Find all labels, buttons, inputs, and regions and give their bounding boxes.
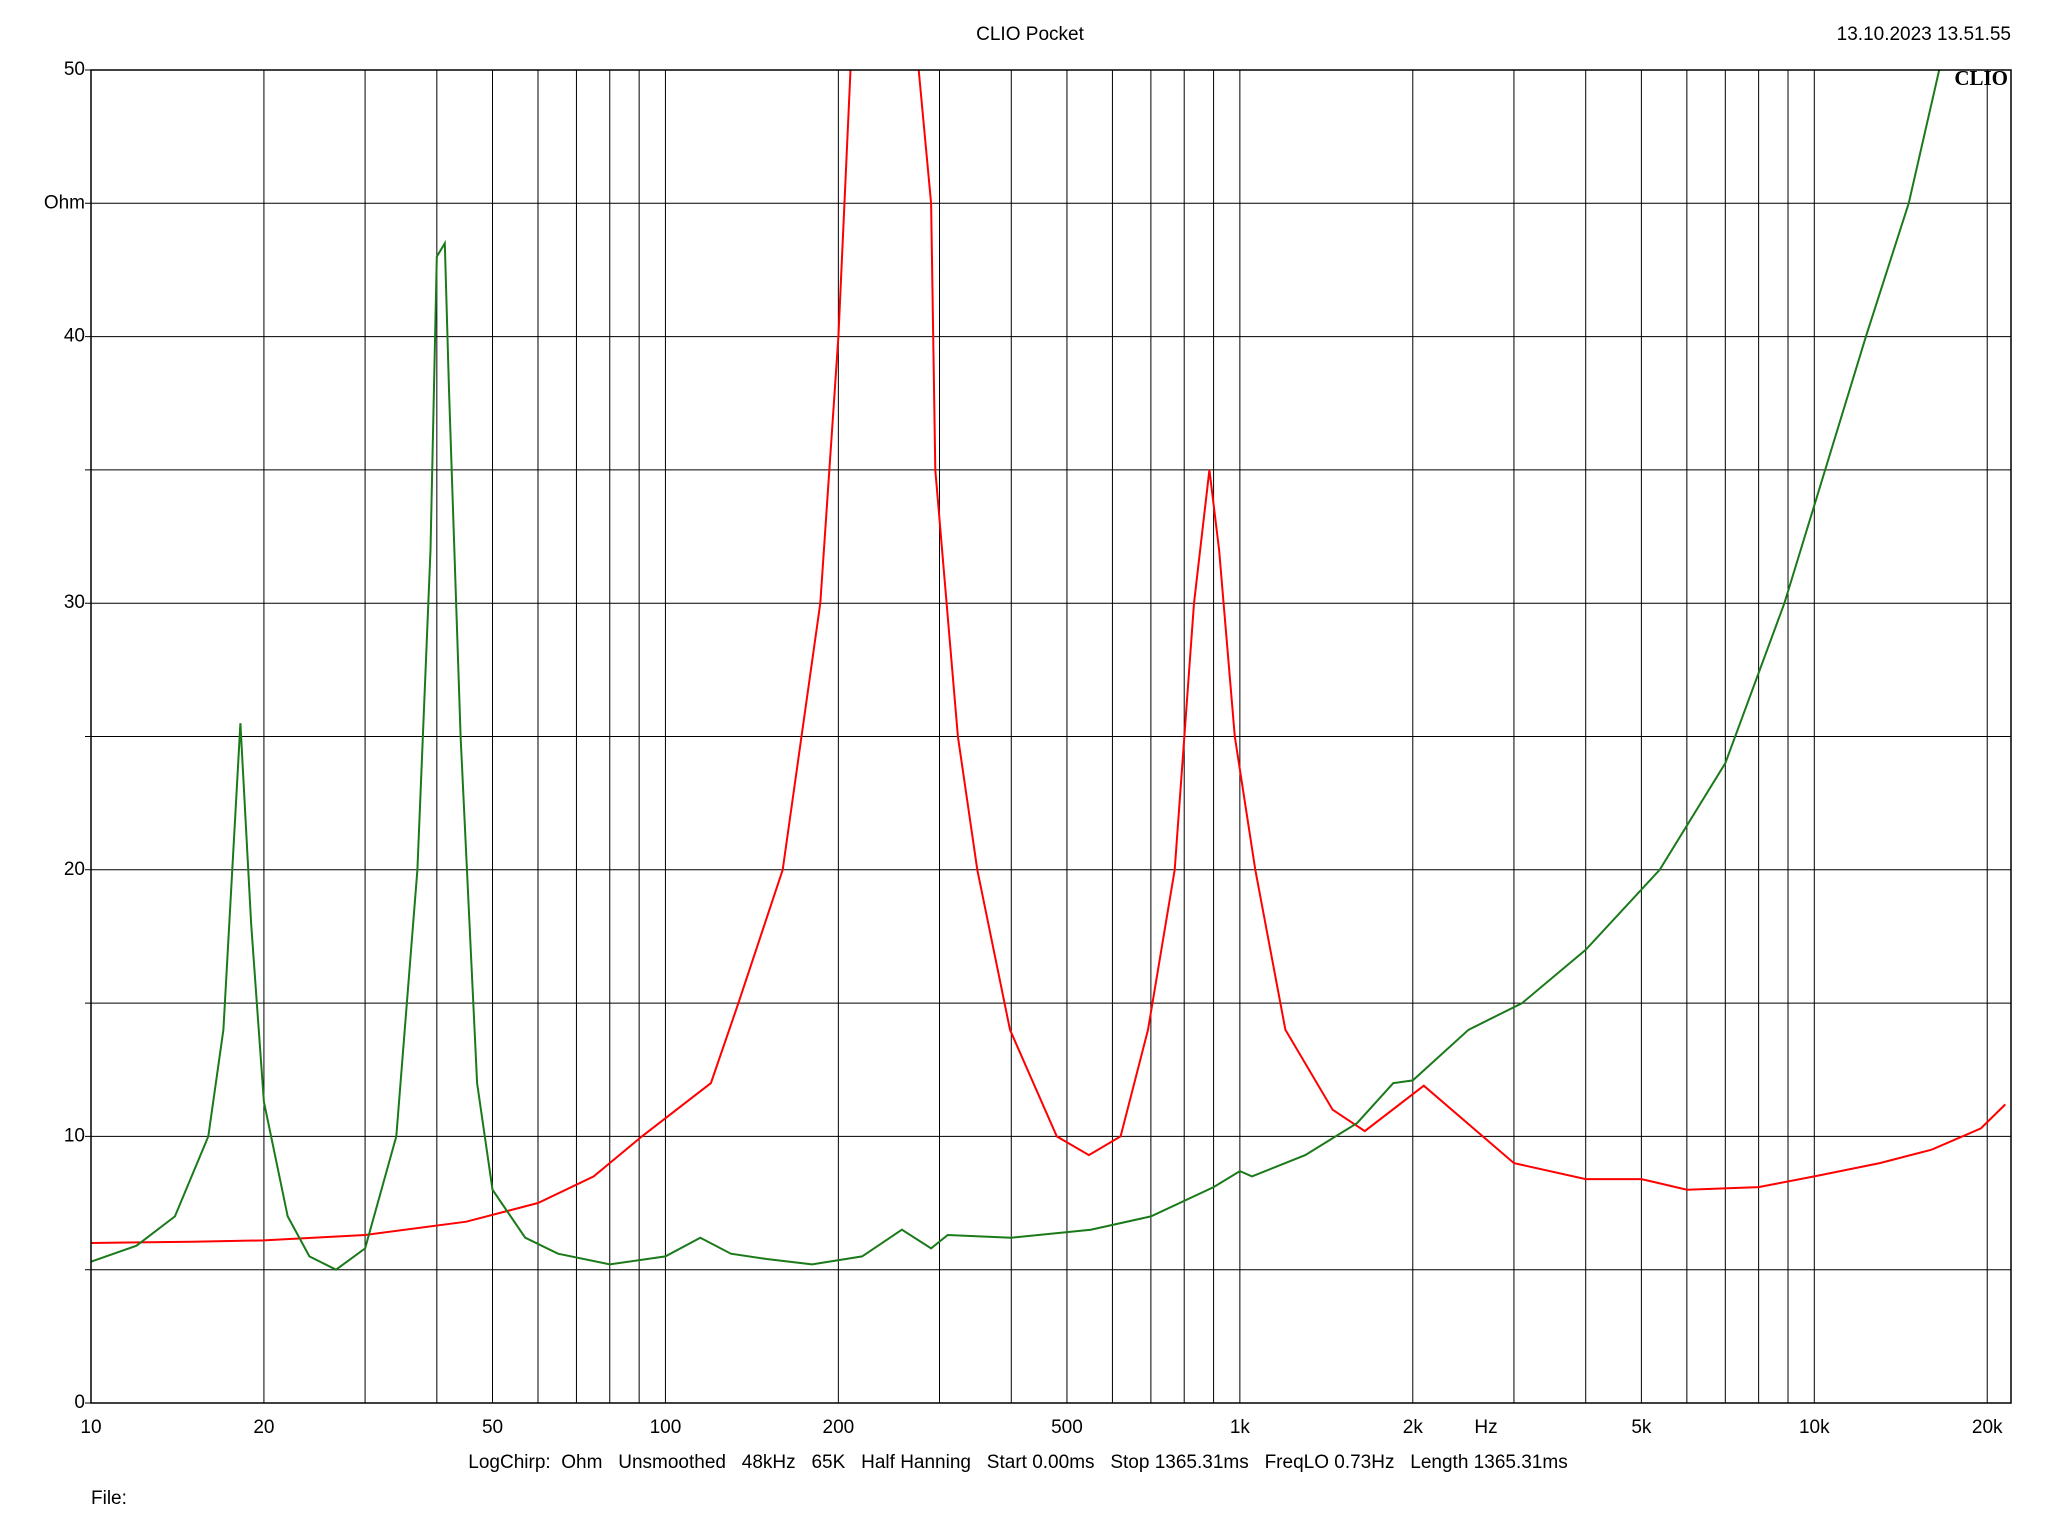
y-tick-label: Ohm — [44, 192, 85, 213]
file-label: File: — [91, 1488, 127, 1509]
timestamp: 13.10.2023 13.51.55 — [1837, 24, 2011, 45]
x-tick-label: 2k — [1403, 1417, 1424, 1438]
x-tick-label: 10k — [1799, 1417, 1830, 1438]
x-tick-label: 10 — [80, 1417, 101, 1438]
chart-title: CLIO Pocket — [976, 24, 1084, 45]
y-tick-label: 40 — [64, 326, 85, 347]
y-tick-label: 50 — [64, 59, 85, 80]
impedance-curve — [91, 70, 2007, 1244]
plot-area — [91, 70, 2007, 1271]
x-tick-label: 100 — [650, 1417, 682, 1438]
x-tick-label: 20 — [253, 1417, 274, 1438]
y-tick-label: 20 — [64, 859, 85, 880]
x-tick-label: 50 — [482, 1417, 503, 1438]
footer: LogChirp: Ohm Unsmoothed 48kHz 65K Half … — [468, 1452, 1567, 1473]
x-tick-label: 1k — [1230, 1417, 1251, 1438]
x-tick-label: 20k — [1972, 1417, 2003, 1438]
plot-border — [90, 69, 2012, 1404]
impedance-curve — [91, 70, 1941, 1271]
y-tick-label: 30 — [64, 592, 85, 613]
x-tick-label: 5k — [1631, 1417, 1652, 1438]
x-tick-label: 500 — [1051, 1417, 1083, 1438]
y-tick-label: 10 — [64, 1125, 85, 1146]
x-axis-label: Hz — [1474, 1417, 1497, 1438]
y-tick-label: 0 — [74, 1392, 85, 1413]
x-tick-label: 200 — [823, 1417, 855, 1438]
